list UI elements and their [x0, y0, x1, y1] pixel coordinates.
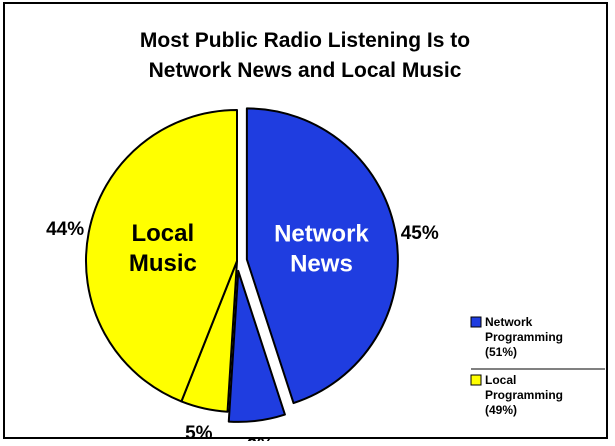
chart-frame: Most Public Radio Listening Is to Networ…	[3, 2, 608, 441]
chart-title-line-1: Most Public Radio Listening Is to	[139, 29, 471, 52]
legend-swatch-2	[470, 374, 482, 386]
pie-slice-2	[227, 269, 286, 423]
legend-label-2: Local Programming (49%)	[485, 373, 563, 417]
data-label-4: 44%	[46, 219, 84, 240]
slice-label-local-music: Local Music	[129, 220, 197, 277]
pie-slice-4	[85, 109, 238, 403]
slice-label-network-news: Network News	[274, 221, 369, 278]
legend-swatch-1	[470, 316, 482, 328]
legend-label-1: Network Programming (51%)	[485, 315, 563, 359]
data-label-3: 5%	[185, 423, 213, 441]
chart-title: Most Public Radio Listening Is to Networ…	[5, 26, 605, 86]
pie-slice-1	[245, 107, 399, 405]
data-label-1: 45%	[401, 223, 439, 244]
data-label-2: 6%	[246, 436, 274, 441]
chart-title-line-2: Network News and Local Music	[148, 59, 462, 82]
